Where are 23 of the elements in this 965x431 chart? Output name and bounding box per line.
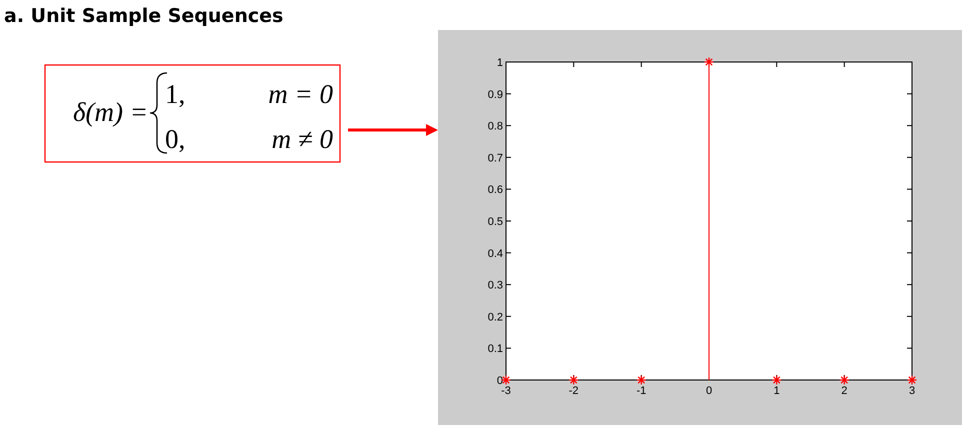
text: m ≠ 0 <box>272 124 334 154</box>
x-tick-label: -3 <box>501 385 511 397</box>
x-tick-label: -2 <box>568 385 579 397</box>
text: m = 0 <box>268 79 334 109</box>
x-tick-label: 1 <box>774 385 780 397</box>
x-tick-label: 2 <box>841 385 848 397</box>
y-tick-label: 1 <box>496 57 503 69</box>
y-tick-label: 0.9 <box>488 88 503 101</box>
text: 1, <box>165 79 186 109</box>
y-tick-label: 0.4 <box>488 248 503 260</box>
y-tick-label: 0.1 <box>488 343 503 356</box>
y-tick-label: 0.5 <box>488 216 503 228</box>
x-tick-label: 0 <box>706 385 712 397</box>
text: a. Unit Sample Sequences <box>4 5 284 27</box>
y-tick-label: 0.6 <box>488 184 503 196</box>
x-tick-label: -1 <box>636 385 646 397</box>
text: 0, <box>165 124 186 154</box>
text: δ(m) = <box>72 97 148 127</box>
y-tick-label: 0.2 <box>488 311 503 324</box>
y-tick-label: 0.8 <box>488 120 503 133</box>
y-tick-label: 0.3 <box>488 280 503 292</box>
y-tick-label: 0.7 <box>488 152 503 164</box>
x-tick-label: 3 <box>908 385 916 397</box>
